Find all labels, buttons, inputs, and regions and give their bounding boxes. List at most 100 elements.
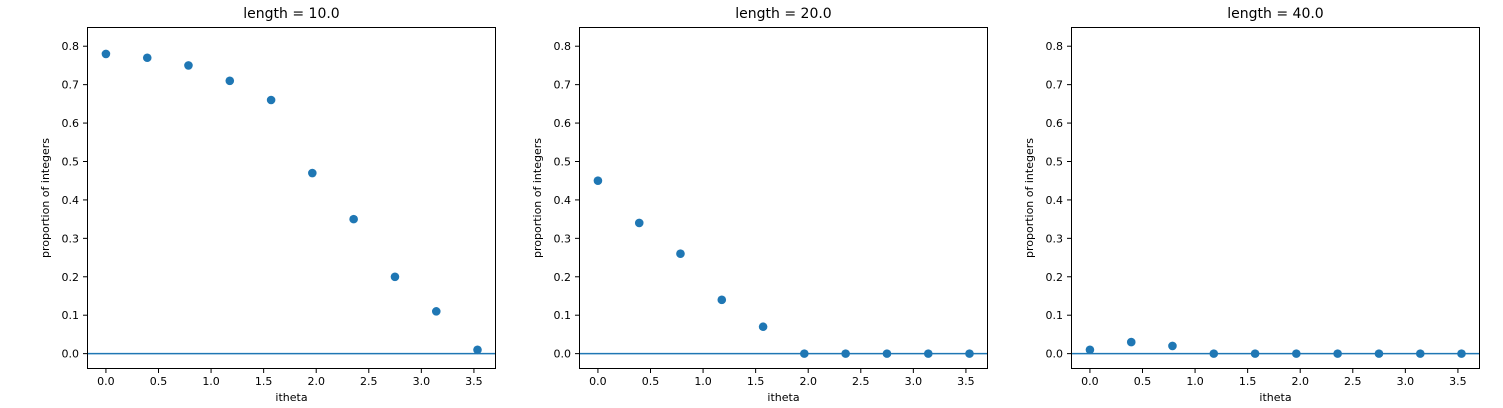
data-point [1250,349,1260,358]
data-point [431,307,441,316]
data-point [1415,349,1425,358]
y-tick-label: 0.6 [62,117,80,130]
data-point [473,345,482,355]
x-tick: 1.5 [747,369,765,388]
x-tick: 0.5 [150,369,168,388]
x-tick: 0.0 [589,369,607,388]
data-point [1333,349,1342,358]
x-tick: 3.5 [465,369,483,388]
subplot-3: 0.0 0.5 1.0 1.5 2.0 2.5 3.0 3.5 0.0 0.1 0.2 0.3 0.4 0… [1023,6,1480,404]
y-tick-label: 0.3 [1046,232,1064,245]
x-tick: 1.5 [255,369,273,388]
x-tick-label: 2.5 [360,375,378,388]
y-axis-label: proportion of integers [39,138,52,258]
x-tick: 2.5 [852,369,870,388]
data-point [1126,337,1136,347]
data-point [101,49,111,59]
x-tick: 1.0 [202,369,220,388]
x-tick-label: 0.5 [1134,375,1152,388]
data-point [923,349,933,358]
y-tick: 0.8 [1046,40,1071,53]
y-tick: 0.2 [1046,271,1071,284]
x-tick-label: 3.0 [413,375,431,388]
x-tick-label: 3.5 [1449,375,1467,388]
y-tick: 0.3 [62,232,87,245]
x-axis-label: itheta [767,391,799,404]
y-tick: 0.0 [554,348,579,361]
y-tick: 0.2 [62,271,87,284]
y-tick-label: 0.2 [554,271,572,284]
data-point [1168,341,1177,351]
data-point [717,295,727,305]
data-point [1292,349,1301,358]
chart-title: length = 10.0 [243,6,339,22]
x-tick-label: 0.0 [97,375,115,388]
data-point [965,349,974,358]
y-tick-label: 0.6 [1046,117,1064,130]
x-tick: 1.0 [1186,369,1204,388]
x-tick-label: 1.5 [255,375,273,388]
y-tick: 0.5 [554,155,579,168]
data-point [800,349,809,358]
y-tick-label: 0.3 [554,232,572,245]
data-point [142,53,152,63]
x-tick-label: 3.0 [905,375,923,388]
y-tick-label: 0.1 [554,309,572,322]
y-tick-label: 0.1 [1046,309,1064,322]
data-point [308,168,317,178]
y-tick-label: 0.2 [62,271,80,284]
x-tick: 3.0 [905,369,923,388]
plot-frame [87,27,496,369]
x-tick-label: 0.0 [1081,375,1099,388]
y-axis-label: proportion of integers [531,138,544,258]
x-tick: 2.5 [360,369,378,388]
data-point [349,214,358,224]
y-tick: 0.3 [554,232,579,245]
y-tick-label: 0.1 [62,309,80,322]
y-tick: 0.0 [1046,348,1071,361]
y-axis-label: proportion of integers [1023,138,1036,258]
data-point [634,218,644,228]
x-tick-label: 1.0 [202,375,220,388]
data-point [390,272,400,282]
x-tick: 1.5 [1239,369,1257,388]
x-tick-label: 2.0 [307,375,325,388]
data-point [841,349,850,358]
x-tick-label: 0.0 [589,375,607,388]
subplot-2: 0.0 0.5 1.0 1.5 2.0 2.5 3.0 3.5 0.0 0.1 0.2 0.3 0.4 0… [531,6,988,404]
y-tick: 0.7 [554,79,579,92]
y-tick-label: 0.8 [62,40,80,53]
data-point [676,249,685,259]
y-tick: 0.7 [62,79,87,92]
data-point [1209,349,1219,358]
x-tick: 2.0 [307,369,325,388]
y-tick-label: 0.2 [1046,271,1064,284]
y-tick: 0.0 [62,348,87,361]
x-tick-label: 2.5 [1344,375,1362,388]
data-point [593,176,603,186]
chart-title: length = 20.0 [735,6,831,22]
plot-frame [579,27,988,369]
x-tick: 2.0 [1291,369,1309,388]
data-point [758,322,768,332]
y-tick: 0.3 [1046,232,1071,245]
y-tick: 0.6 [1046,117,1071,130]
x-tick: 2.0 [799,369,817,388]
y-tick-label: 0.0 [1046,348,1064,361]
x-tick-label: 1.5 [747,375,765,388]
x-tick: 0.5 [642,369,659,388]
y-tick: 0.4 [1046,194,1071,207]
y-tick: 0.8 [62,40,87,53]
x-tick-label: 3.5 [465,375,483,388]
y-tick-label: 0.6 [554,117,572,130]
y-tick-label: 0.7 [1046,79,1064,92]
x-tick-label: 0.5 [150,375,168,388]
y-tick: 0.1 [554,309,579,322]
y-tick: 0.1 [1046,309,1071,322]
x-tick: 2.5 [1344,369,1362,388]
plot-frame [1071,27,1480,369]
x-tick-label: 1.5 [1239,375,1257,388]
y-tick: 0.2 [554,271,579,284]
y-tick-label: 0.7 [62,79,80,92]
